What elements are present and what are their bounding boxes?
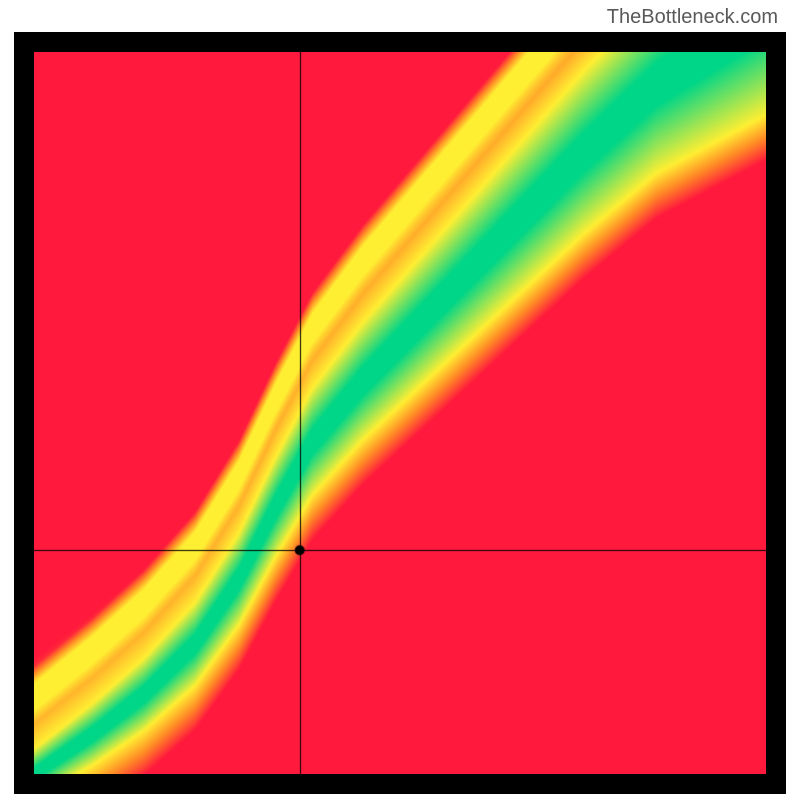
- watermark-text: TheBottleneck.com: [607, 6, 778, 29]
- heatmap-canvas: [34, 52, 766, 774]
- plot-frame: [14, 32, 786, 794]
